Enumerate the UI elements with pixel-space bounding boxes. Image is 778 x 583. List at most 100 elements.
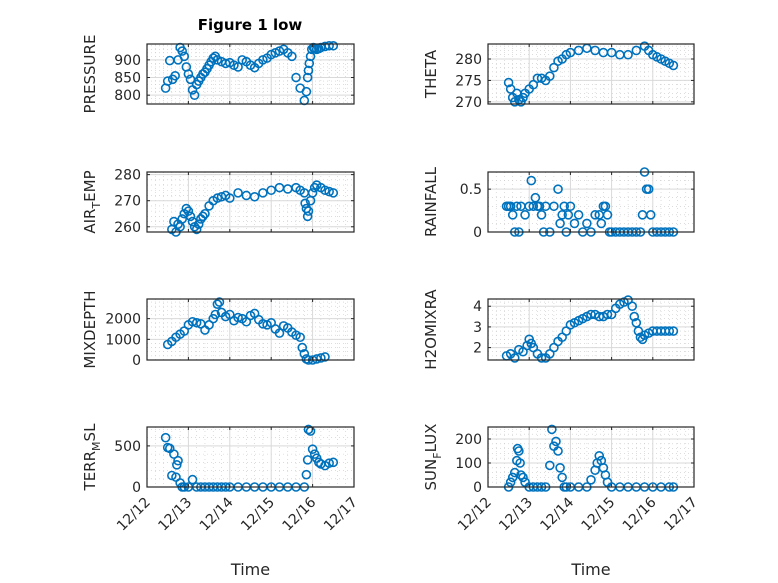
data-point <box>557 210 567 220</box>
axes-background <box>147 427 354 487</box>
data-point <box>563 210 574 220</box>
y-axis-label: H2OMIXRA <box>422 289 440 370</box>
x-tick-label: 12/15 <box>579 495 619 535</box>
data-point <box>212 299 223 309</box>
data-point <box>177 46 187 56</box>
data-point <box>324 458 334 468</box>
data-point <box>181 203 192 214</box>
y-tick-label: 3 <box>473 320 482 336</box>
data-point <box>302 72 313 83</box>
data-point <box>586 474 596 485</box>
data-point <box>645 210 656 220</box>
y-tick-label: 2000 <box>105 312 141 328</box>
data-point <box>555 462 565 473</box>
axes-background <box>488 427 694 487</box>
subplot-sun-flux: 0 100 200 12/12 12/13 12/14 12/15 12/16 12/17 Tim… <box>422 424 701 579</box>
axes-frame <box>487 426 695 488</box>
y-axis-label: THETA <box>422 49 440 99</box>
data-point <box>557 472 567 483</box>
y-tick-label: 280 <box>455 52 482 68</box>
y-tick-label: 0.5 <box>460 182 482 198</box>
data-point <box>534 201 545 212</box>
data-point <box>191 224 202 235</box>
y-axis-label: SUNFLUX <box>422 424 444 491</box>
data-point <box>551 436 561 447</box>
data-point <box>553 184 563 194</box>
data-point <box>320 185 330 196</box>
data-point <box>565 201 576 212</box>
data-point <box>518 472 528 483</box>
axes-frame <box>487 43 695 105</box>
data-point <box>191 317 202 328</box>
y-tick-label: 850 <box>114 71 141 87</box>
y-axis-label: AIRTEMP <box>81 170 103 233</box>
data-point <box>328 188 339 198</box>
y-tick-label: 2 <box>473 341 482 357</box>
y-tick-label: 275 <box>455 73 482 89</box>
y-axis-label: RAINFALL <box>422 166 440 237</box>
subplot-mixdepth: 0 1000 2000 MIXDEPTH <box>81 290 355 369</box>
data-point <box>302 211 313 222</box>
data-point <box>300 198 310 209</box>
data-point <box>198 211 208 222</box>
x-tick-label: 12/13 <box>155 495 195 535</box>
y-tick-label: 200 <box>455 432 482 448</box>
axes-frame <box>146 298 355 361</box>
data-point <box>505 84 516 94</box>
data-point <box>189 90 200 100</box>
data-point <box>505 201 516 212</box>
data-point <box>214 297 225 307</box>
data-point <box>549 201 559 212</box>
data-point <box>258 188 268 198</box>
data-point <box>309 182 320 193</box>
data-point <box>590 210 600 220</box>
data-point <box>555 218 565 229</box>
data-point <box>544 460 555 471</box>
data-point <box>631 45 642 56</box>
data-point <box>185 211 196 222</box>
data-point <box>536 210 547 220</box>
data-point <box>544 71 555 81</box>
axes-background <box>147 299 354 360</box>
data-point <box>301 469 312 480</box>
y-tick-label: 100 <box>455 456 482 472</box>
data-point <box>200 208 210 219</box>
data-point <box>302 455 313 465</box>
data-point <box>573 210 584 220</box>
axes-frame <box>487 171 695 233</box>
subplot-terr-msl: 0 500 12/12 12/13 12/14 12/15 12/16 12/17 Time TE… <box>81 423 361 579</box>
data-point <box>301 86 312 97</box>
data-point <box>629 311 640 322</box>
y-tick-label: 0 <box>132 353 141 369</box>
y-axis-label: MIXDEPTH <box>81 290 99 368</box>
x-tick-label: 12/16 <box>280 494 320 534</box>
x-axis-label: Time <box>230 560 270 579</box>
subplot-h2omixra: 2 3 4 H2OMIXRA <box>422 289 695 370</box>
data-point <box>507 210 518 220</box>
data-point <box>509 467 520 478</box>
y-tick-label: 0 <box>473 480 482 496</box>
y-tick-label: 270 <box>455 95 482 111</box>
axes-frame <box>487 298 695 361</box>
figure-title: Figure 1 low <box>198 16 303 34</box>
data-point <box>668 60 679 71</box>
subplot-air-temp: 260 270 280 AIRTEMP <box>81 168 355 237</box>
data-point <box>623 49 633 60</box>
data-point <box>274 328 285 338</box>
y-tick-label: 900 <box>114 53 141 69</box>
y-tick-label: 0 <box>473 225 482 241</box>
data-point <box>266 185 277 196</box>
y-axis-label: TERRMSL <box>81 423 103 492</box>
y-tick-label: 4 <box>473 299 482 315</box>
data-point <box>162 76 173 86</box>
data-point <box>324 40 334 51</box>
data-point <box>643 184 654 194</box>
subplot-theta: 270 275 280 THETA <box>422 41 695 111</box>
data-point <box>328 40 339 51</box>
data-point <box>602 309 613 320</box>
x-tick-label: 12/15 <box>238 495 278 535</box>
data-point <box>324 186 334 197</box>
data-point <box>569 218 580 229</box>
